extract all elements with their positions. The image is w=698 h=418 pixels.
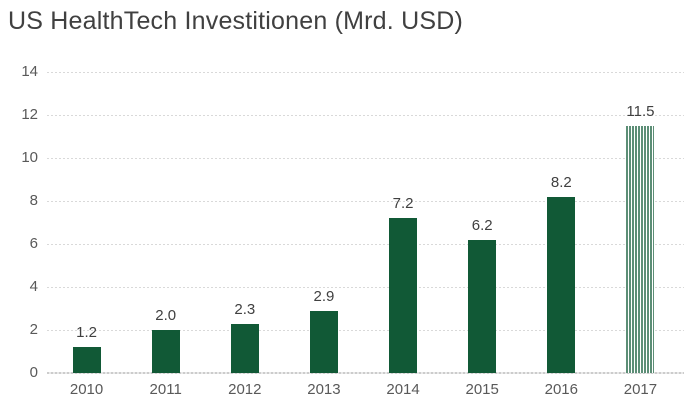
bar-2017-forecast [626,125,655,373]
y-tick-label-0: 0 [29,364,38,381]
x-axis: 2010 2011 2012 2013 2014 2015 2016 2017 [47,381,680,401]
data-label-2013: 2.9 [313,287,335,305]
gridline-14 [47,71,684,73]
chart-title: US HealthTech Investitionen (Mrd. USD) [8,7,463,35]
gridline-10 [47,157,684,159]
y-tick-label-12: 12 [21,106,38,123]
gridline-2 [47,329,684,331]
y-tick-label-8: 8 [29,192,38,209]
bar-2011 [151,330,180,373]
x-tick-label-2017: 2017 [623,381,658,398]
plot-area: 1.2 2.0 2.3 2.9 7.2 6.2 8.2 11.5 [47,71,684,374]
x-tick-label-2014: 2014 [386,381,420,398]
x-tick-label-2011: 2011 [149,381,182,398]
x-tick-label-2016: 2016 [544,381,578,398]
x-tick-label-2015: 2015 [465,381,499,398]
y-tick-label-6: 6 [29,235,38,252]
x-tick-label-2013: 2013 [307,381,341,398]
data-label-2014: 7.2 [392,195,414,213]
data-label-2015: 6.2 [471,216,493,234]
bar-2013 [309,310,338,373]
x-tick-label-2012: 2012 [228,381,262,398]
bar-2016 [547,196,576,373]
y-tick-label-4: 4 [29,278,38,295]
gridline-8 [47,200,684,202]
y-tick-label-2: 2 [29,321,38,338]
gridline-6 [47,243,684,245]
data-label-2011: 2.0 [155,307,177,324]
bar-2015 [468,239,497,373]
bar-2010 [72,347,101,373]
y-tick-label-10: 10 [21,149,38,166]
data-label-2010: 1.2 [76,324,97,342]
x-axis-line [47,372,684,374]
bar-2014 [389,218,418,373]
x-tick-label-2010: 2010 [69,381,104,398]
y-tick-label-14: 14 [21,63,38,80]
data-label-2017: 11.5 [626,102,655,120]
data-label-2012: 2.3 [234,300,256,318]
y-axis: 0 2 4 6 8 10 12 14 [0,63,38,381]
gridline-12 [47,114,684,116]
gridline-4 [47,286,684,288]
bar-2012 [230,323,259,373]
data-label-2016: 8.2 [550,173,572,191]
